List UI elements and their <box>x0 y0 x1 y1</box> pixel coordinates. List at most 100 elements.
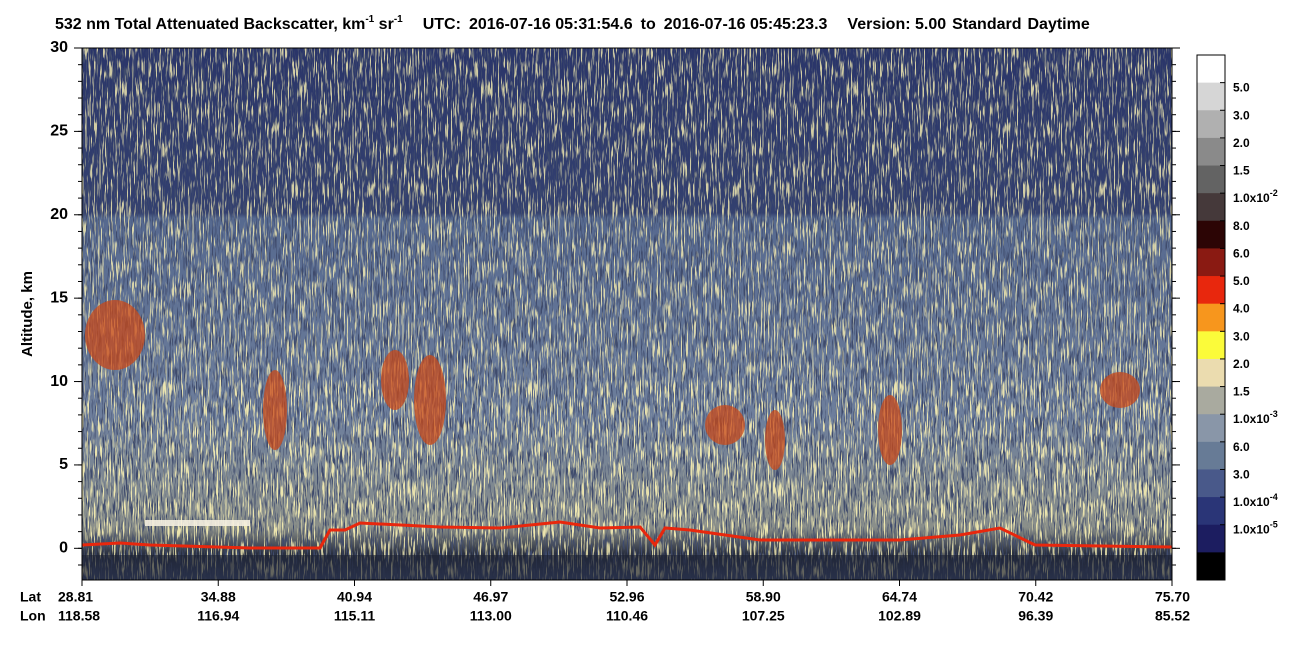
colorbar-label-base: 1.0x10 <box>1233 495 1270 509</box>
colorbar-swatch <box>1197 55 1225 84</box>
colorbar-label-base: 6.0 <box>1233 440 1250 454</box>
colorbar-swatch <box>1197 469 1225 498</box>
lat-label: 34.88 <box>201 589 236 605</box>
colorbar-swatch <box>1197 110 1225 139</box>
colorbar-label-base: 1.5 <box>1233 385 1250 399</box>
colorbar-label-base: 3.0 <box>1233 468 1250 482</box>
colorbar-label: 2.0 <box>1233 357 1250 371</box>
colorbar-label-exponent: -5 <box>1270 520 1278 530</box>
title-start-time: 2016-07-16 05:31:54.6 <box>469 16 633 33</box>
backscatter-image <box>82 48 1172 580</box>
x-row-label: Lat <box>20 589 41 605</box>
colorbar-swatch <box>1197 441 1225 470</box>
colorbar-label-exponent: -3 <box>1270 410 1278 420</box>
lat-label: 70.42 <box>1018 589 1053 605</box>
colorbar-label: 4.0 <box>1233 302 1250 316</box>
lat-label: 75.70 <box>1155 589 1190 605</box>
colorbar-swatch <box>1197 524 1225 553</box>
colorbar-label: 2.0 <box>1233 136 1250 150</box>
lon-label: 118.58 <box>58 608 100 624</box>
lon-label: 102.89 <box>878 608 921 624</box>
y-tick-label: 30 <box>50 39 68 56</box>
colorbar-label: 6.0 <box>1233 247 1250 261</box>
title-text: sr <box>374 16 394 33</box>
colorbar-label-exponent: -4 <box>1270 492 1278 502</box>
lat-label: 28.81 <box>58 589 93 605</box>
colorbar-swatch <box>1197 497 1225 526</box>
lat-label: 46.97 <box>473 589 508 605</box>
colorbar-label-base: 2.0 <box>1233 136 1250 150</box>
title-text: 532 nm Total Attenuated Backscatter, km <box>55 16 365 33</box>
colorbar-label: 1.5 <box>1233 164 1250 178</box>
colorbar-label-base: 1.5 <box>1233 164 1250 178</box>
colorbar-swatch <box>1197 414 1225 443</box>
title-time-label: UTC: <box>423 16 461 33</box>
title-mode: Daytime <box>1027 16 1089 33</box>
colorbar-swatch <box>1197 303 1225 332</box>
colorbar: 5.03.02.01.51.0x10-28.06.05.04.03.02.01.… <box>1196 54 1278 581</box>
y-tick-label: 0 <box>59 540 68 557</box>
colorbar-swatch <box>1197 193 1225 222</box>
y-tick-label: 20 <box>50 206 68 223</box>
title-version: Version: 5.00 <box>847 16 946 33</box>
lat-label: 52.96 <box>609 589 644 605</box>
y-tick-label: 5 <box>59 456 68 473</box>
lon-label: 116.94 <box>197 608 239 624</box>
colorbar-label: 3.0 <box>1233 468 1250 482</box>
colorbar-label: 8.0 <box>1233 219 1250 233</box>
colorbar-label-base: 3.0 <box>1233 108 1250 122</box>
colorbar-frame <box>1196 54 1226 581</box>
colorbar-label-base: 4.0 <box>1233 302 1250 316</box>
colorbar-label-base: 8.0 <box>1233 219 1250 233</box>
lon-label: 107.25 <box>742 608 785 624</box>
lat-label: 40.94 <box>337 589 372 605</box>
colorbar-swatch <box>1197 276 1225 305</box>
colorbar-label: 5.0 <box>1233 81 1250 95</box>
colorbar-label-base: 3.0 <box>1233 329 1250 343</box>
colorbar-label: 1.0x10-2 <box>1233 189 1278 206</box>
colorbar-label: 6.0 <box>1233 440 1250 454</box>
lon-label: 96.39 <box>1018 608 1053 624</box>
colorbar-swatch <box>1197 220 1225 249</box>
colorbar-label-base: 5.0 <box>1233 81 1250 95</box>
lat-label: 64.74 <box>882 589 917 605</box>
colorbar-swatch <box>1197 165 1225 194</box>
colorbar-swatch <box>1197 386 1225 415</box>
colorbar-label-base: 1.0x10 <box>1233 412 1270 426</box>
y-axis-label: Altitude, km <box>19 271 36 357</box>
y-tick-label: 10 <box>50 373 68 390</box>
x-row-label: Lon <box>20 608 46 624</box>
colorbar-label: 1.0x10-5 <box>1233 520 1278 537</box>
lon-label: 115.11 <box>334 608 375 624</box>
colorbar-swatch <box>1197 358 1225 388</box>
colorbar-label-base: 1.0x10 <box>1233 523 1270 537</box>
colorbar-swatch <box>1197 331 1225 360</box>
title-time-to: to <box>641 16 656 33</box>
colorbar-label: 1.5 <box>1233 385 1250 399</box>
colorbar-swatch <box>1197 552 1225 580</box>
colorbar-label-base: 6.0 <box>1233 247 1250 261</box>
title-product: Standard <box>952 16 1021 33</box>
colorbar-swatch <box>1197 82 1225 111</box>
colorbar-swatch <box>1197 137 1225 167</box>
title-end-time: 2016-07-16 05:45:23.3 <box>664 16 828 33</box>
colorbar-label: 1.0x10-4 <box>1233 492 1278 509</box>
colorbar-label-base: 5.0 <box>1233 274 1250 288</box>
lon-label: 85.52 <box>1155 608 1190 624</box>
lon-label: 113.00 <box>470 608 512 624</box>
title-superscript: -1 <box>394 14 403 25</box>
colorbar-label-exponent: -2 <box>1270 189 1278 199</box>
y-tick-label: 15 <box>50 289 68 306</box>
colorbar-label: 3.0 <box>1233 329 1250 343</box>
lat-label: 58.90 <box>746 589 781 605</box>
y-tick-label: 25 <box>50 123 68 140</box>
colorbar-label: 5.0 <box>1233 274 1250 288</box>
title-superscript: -1 <box>365 14 374 25</box>
lon-label: 110.46 <box>606 608 648 624</box>
colorbar-label-base: 1.0x10 <box>1233 191 1270 205</box>
colorbar-swatch <box>1197 248 1225 277</box>
chart-title: 532 nm Total Attenuated Backscatter, km-… <box>55 14 1090 33</box>
colorbar-label: 1.0x10-3 <box>1233 410 1278 427</box>
colorbar-label: 3.0 <box>1233 108 1250 122</box>
